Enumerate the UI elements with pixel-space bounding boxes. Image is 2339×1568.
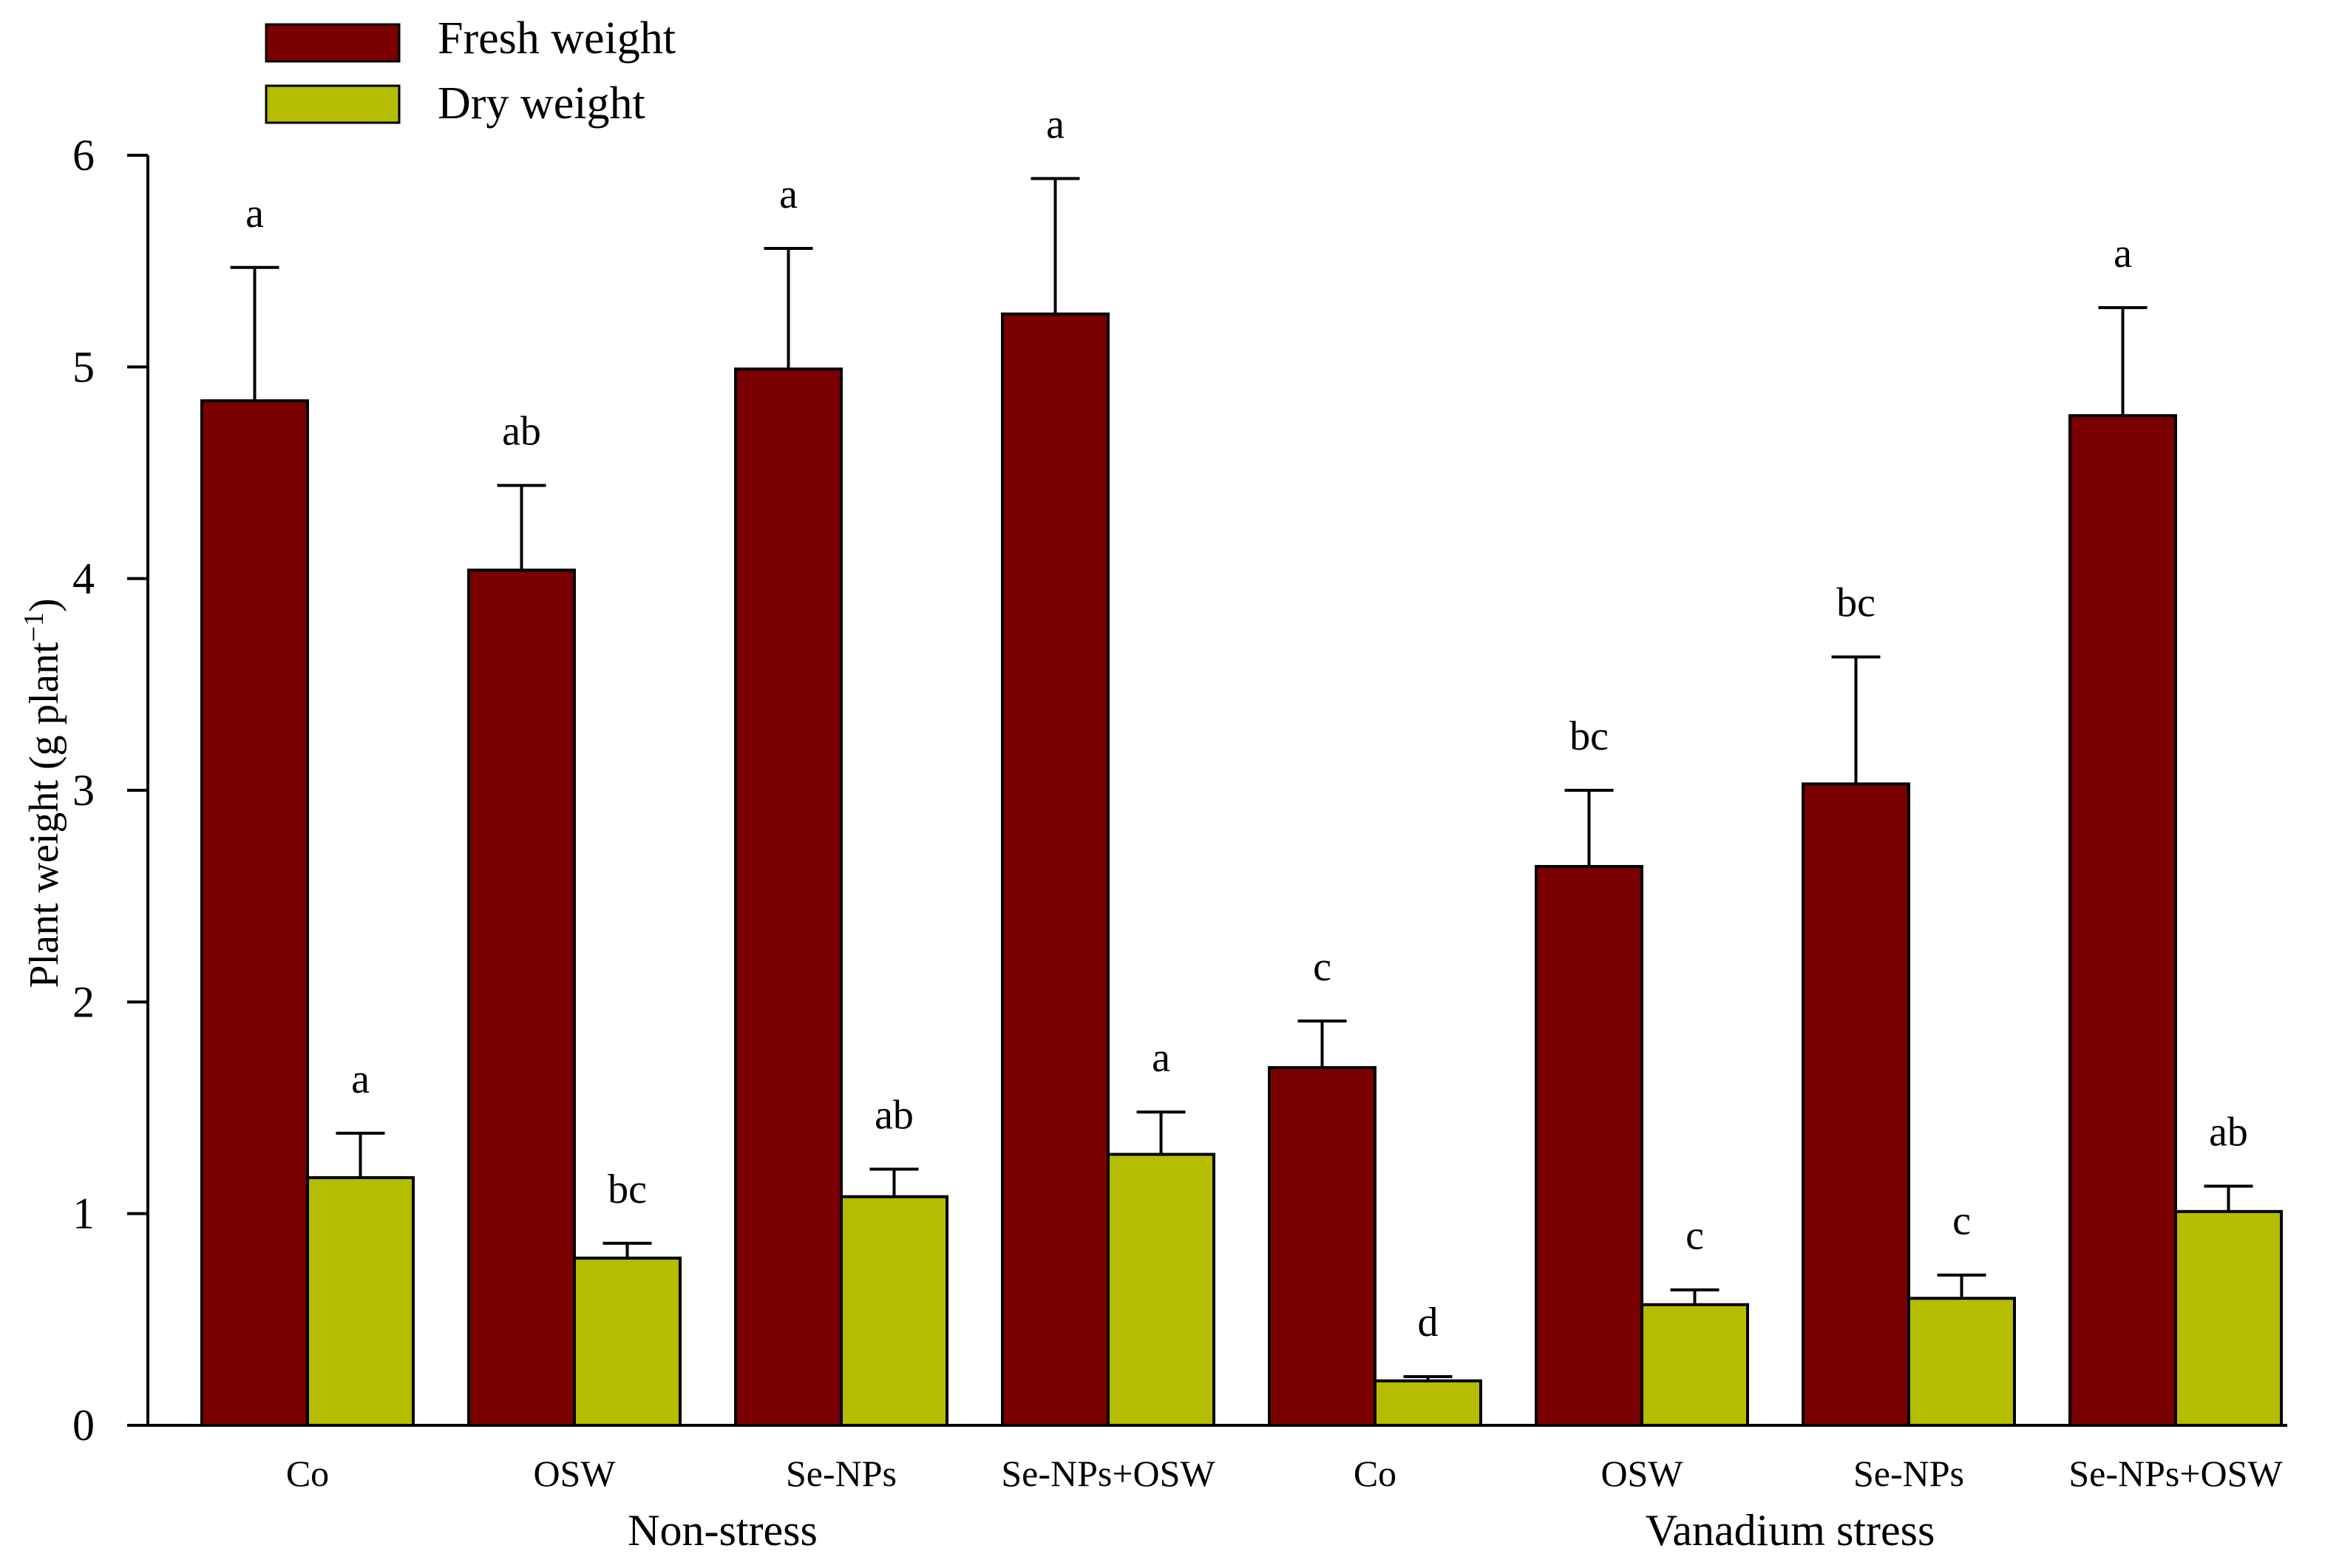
- bar-fresh-weight: [467, 569, 576, 1427]
- y-tick-label: 2: [72, 977, 95, 1026]
- significance-label: ab: [875, 1093, 914, 1138]
- y-tick-label: 4: [72, 554, 95, 603]
- bar-dry-weight: [2174, 1209, 2283, 1427]
- y-tick-label: 5: [72, 342, 95, 391]
- x-category-label: Se-NPs+OSW: [1001, 1453, 1215, 1494]
- bar-fresh-weight: [2068, 414, 2177, 1428]
- legend-swatch-dry-weight: [265, 84, 401, 124]
- significance-label: c: [1685, 1213, 1704, 1259]
- bar-dry-weight: [306, 1175, 415, 1427]
- significance-label: c: [1313, 944, 1331, 990]
- bar-fresh-weight: [734, 367, 843, 1427]
- bar-fresh-weight: [200, 399, 309, 1428]
- x-category-label: Co: [1354, 1453, 1396, 1494]
- x-category-label: Co: [286, 1453, 329, 1494]
- bar-dry-weight: [840, 1195, 948, 1427]
- x-category-label: OSW: [1600, 1453, 1683, 1494]
- bar-dry-weight: [1640, 1303, 1749, 1428]
- y-tick-label: 6: [72, 131, 95, 180]
- y-tick-label: 0: [72, 1401, 95, 1450]
- legend-label-fresh-weight: Fresh weight: [438, 13, 676, 64]
- y-axis-title-text: Plant weight (g plant: [21, 642, 67, 988]
- bar-dry-weight: [1374, 1379, 1482, 1427]
- significance-label: a: [1046, 101, 1065, 147]
- significance-label: a: [245, 191, 264, 237]
- legend-label-dry-weight: Dry weight: [438, 78, 645, 129]
- bar-dry-weight: [1907, 1297, 2016, 1427]
- bar-dry-weight: [573, 1256, 682, 1427]
- significance-label: a: [1152, 1035, 1170, 1081]
- x-category-label: OSW: [533, 1453, 616, 1494]
- significance-label: c: [1952, 1198, 1971, 1244]
- significance-label: d: [1418, 1300, 1439, 1345]
- significance-label: ab: [2209, 1109, 2248, 1155]
- x-category-label: Se-NPs: [1853, 1453, 1964, 1494]
- x-group-label: Non-stress: [628, 1506, 818, 1555]
- significance-label: ab: [502, 409, 541, 455]
- x-category-label: Se-NPs: [786, 1453, 897, 1494]
- legend: Fresh weight Dry weight: [265, 13, 676, 129]
- x-category-label: Se-NPs+OSW: [2068, 1453, 2283, 1494]
- significance-label: a: [2114, 231, 2132, 276]
- legend-swatch-fresh-weight: [265, 23, 401, 63]
- significance-label: a: [779, 172, 798, 217]
- significance-label: bc: [1836, 580, 1875, 626]
- x-group-label: Vanadium stress: [1646, 1506, 1935, 1555]
- plot-area: 0 1 2 3 4 5 6 a a Co ab bc OSW a ab Se-NPs a a Se-NPs+OSW c…: [72, 101, 2287, 1555]
- bar-fresh-weight: [1268, 1066, 1376, 1427]
- y-axis-title: Plant weight (g plant−1): [18, 598, 67, 988]
- bar-fresh-weight: [1001, 312, 1110, 1427]
- significance-label: bc: [1569, 713, 1609, 759]
- significance-label: bc: [608, 1167, 647, 1212]
- significance-label: a: [351, 1056, 370, 1102]
- y-axis-title-superscript: −1: [18, 612, 50, 642]
- y-tick-label: 3: [72, 766, 95, 815]
- y-tick-label: 1: [72, 1189, 95, 1238]
- bar-dry-weight: [1107, 1153, 1215, 1427]
- y-axis-title-close: ): [21, 598, 67, 612]
- bar-fresh-weight: [1535, 865, 1643, 1427]
- bar-fresh-weight: [1802, 782, 1910, 1428]
